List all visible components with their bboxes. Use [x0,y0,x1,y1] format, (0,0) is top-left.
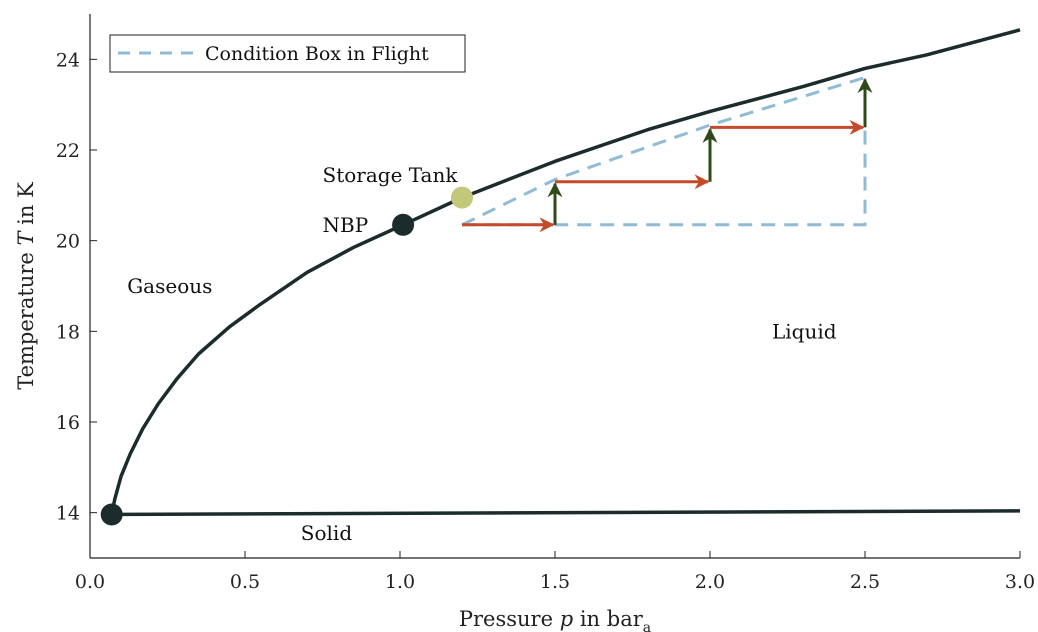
label-storage-tank: Storage Tank [323,163,459,187]
x-tick-label: 2.0 [695,571,725,593]
x-tick-label: 1.5 [540,571,570,593]
x-tick-label: 2.5 [850,571,880,593]
y-tick-label: 16 [56,412,80,434]
legend-label: Condition Box in Flight [205,43,429,65]
label-liquid: Liquid [772,319,837,343]
arrows-layer [462,77,873,233]
y-tick-label: 24 [56,49,80,71]
x-tick-label: 0.0 [75,571,105,593]
x-ticks: 0.0 0.5 1.0 1.5 2.0 2.5 3.0 [75,551,1035,593]
y-tick-label: 22 [56,140,80,162]
condition-box-line [461,75,867,227]
label-gaseous: Gaseous [127,274,212,298]
storage-tank-marker [451,186,473,209]
sublimation-melting-curve-line [111,509,1021,517]
label-solid: Solid [301,521,353,545]
x-tick-label: 1.0 [385,571,415,593]
nbp-marker [392,213,415,236]
x-axis-title: Pressure p in bara [459,607,651,632]
y-axis-title: Temperature T in K [14,182,38,390]
y-tick-label: 20 [56,231,80,253]
y-tick-label: 14 [56,503,80,525]
legend: Condition Box in Flight [109,34,466,73]
axes [89,14,1020,559]
y-ticks: 14 16 18 20 22 24 [56,49,97,525]
points-layer [100,186,473,526]
vapor-pressure-curve-line [109,28,1021,515]
x-tick-label: 0.5 [230,571,260,593]
annotations-layer: Storage Tank NBP Gaseous Liquid Solid [127,163,837,545]
series-layer [109,28,1021,517]
label-nbp: NBP [323,213,369,237]
triple-point-marker [100,503,123,526]
y-tick-label: 18 [56,321,80,343]
x-tick-label: 3.0 [1005,571,1035,593]
